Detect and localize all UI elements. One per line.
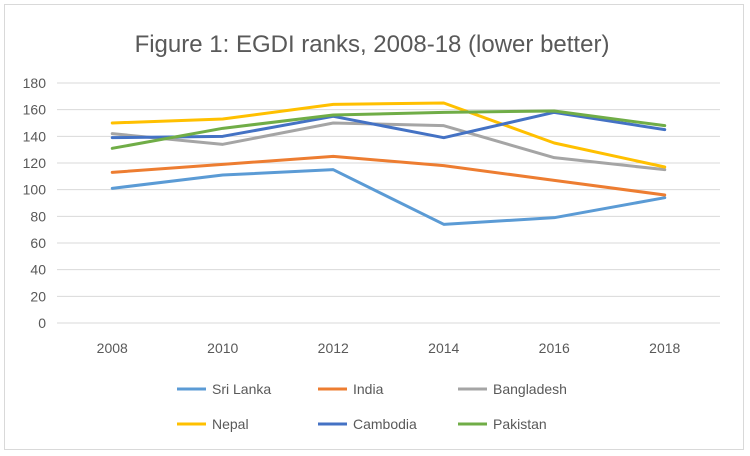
series-line-sri-lanka — [110, 168, 667, 226]
chart-title: Figure 1: EGDI ranks, 2008-18 (lower bet… — [135, 31, 610, 58]
y-tick-label: 120 — [23, 155, 47, 171]
chart-frame — [4, 4, 744, 450]
y-tick-label: 0 — [38, 315, 46, 331]
x-tick-label: 2016 — [539, 340, 570, 356]
y-tick-label: 100 — [23, 182, 47, 198]
series-line-nepal — [110, 101, 667, 169]
y-tick-label: 40 — [30, 262, 46, 278]
y-tick-label: 160 — [23, 102, 47, 118]
y-tick-label: 140 — [23, 128, 47, 144]
series-line-bangladesh — [110, 121, 667, 172]
legend-label-cambodia: Cambodia — [353, 416, 417, 432]
series-line-cambodia — [110, 110, 667, 140]
y-tick-label: 180 — [23, 75, 47, 91]
x-axis-ticks: 2008 2010 2012 2014 2016 2018 — [97, 340, 681, 356]
x-tick-label: 2014 — [428, 340, 459, 356]
legend-label-sri-lanka: Sri Lanka — [212, 381, 271, 397]
x-tick-label: 2010 — [207, 340, 238, 356]
y-tick-label: 20 — [30, 288, 46, 304]
series-lines — [110, 101, 667, 226]
x-tick-label: 2018 — [649, 340, 680, 356]
series-line-india — [110, 154, 667, 197]
x-tick-label: 2008 — [97, 340, 128, 356]
y-tick-label: 60 — [30, 235, 46, 251]
legend-label-india: India — [353, 381, 384, 397]
legend-label-bangladesh: Bangladesh — [493, 381, 567, 397]
series-line-pakistan — [110, 109, 667, 150]
legend: Sri Lanka India Bangladesh Nepal Cambodia Pak… — [177, 381, 567, 432]
x-tick-label: 2012 — [318, 340, 349, 356]
legend-label-pakistan: Pakistan — [493, 416, 547, 432]
y-tick-label: 80 — [30, 208, 46, 224]
y-axis-ticks: 0 20 40 60 80 100 120 140 160 180 — [23, 75, 47, 331]
legend-label-nepal: Nepal — [212, 416, 249, 432]
